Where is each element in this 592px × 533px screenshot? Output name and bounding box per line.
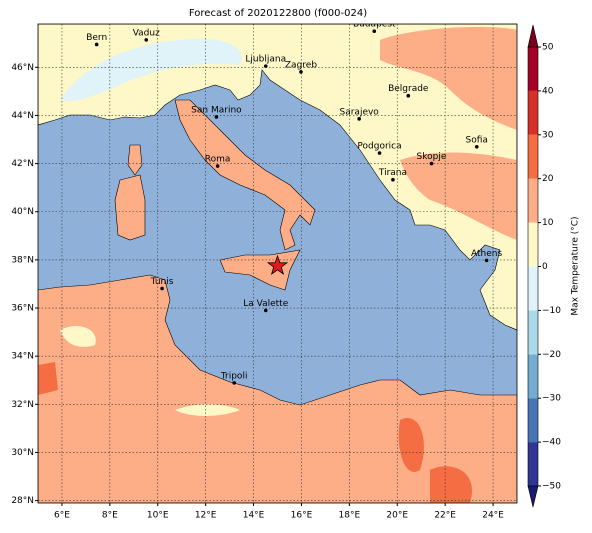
colorbar-bin [528, 310, 538, 355]
city-dot [391, 177, 395, 182]
colorbar-tick-label: 50 [542, 43, 554, 53]
colorbar-under [527, 485, 539, 508]
city-dot [94, 42, 99, 47]
city-dot [263, 308, 268, 313]
colorbar-tick-label: −20 [542, 350, 561, 360]
corsica [127, 144, 143, 176]
city-dot [484, 258, 489, 263]
city-dot [144, 38, 149, 42]
colorbar-tick-label: 0 [542, 262, 548, 272]
city-dot [160, 286, 164, 291]
sardinia [114, 174, 146, 241]
colorbar-tick-label: 30 [542, 130, 554, 140]
y-tick-label: 44°N [11, 111, 34, 121]
city-dot [474, 144, 479, 149]
colorbar-bin [528, 266, 538, 311]
city-label: Skopje [417, 152, 447, 162]
x-tick-label: 10°E [147, 511, 169, 521]
x-tick-label: 18°E [339, 511, 361, 521]
europe [38, 24, 517, 331]
y-tick-label: 32°N [11, 400, 34, 410]
colorbar-tick-label: −10 [542, 306, 561, 316]
colorbar-tick-label: 40 [542, 86, 554, 96]
warm-area [400, 152, 517, 240]
city-label: San Marino [191, 105, 242, 115]
colorbar-bin [528, 178, 538, 223]
graticule [38, 24, 517, 503]
colorbar-bin [528, 222, 538, 267]
colorbar-label: Max Temperature (°C) [571, 216, 581, 315]
axes: 6°E 8°E 10°E 12°E 14°E 16°E 18°E 20°E 22°E 24°E 28… [11, 63, 504, 521]
colorbar-bin [528, 354, 538, 399]
x-tick-label: 8°E [102, 511, 118, 521]
city-dot [214, 115, 219, 119]
colorbar-bin [528, 398, 538, 443]
city-label: Belgrade [388, 84, 429, 94]
colorbar-tick-label: −30 [542, 394, 561, 404]
x-tick-label: 14°E [243, 511, 265, 521]
city-label: Sarajevo [340, 107, 380, 117]
y-tick-label: 40°N [11, 207, 34, 217]
city-dot [357, 117, 361, 121]
italy [174, 99, 316, 251]
colorbar-tick-label: 20 [542, 174, 554, 184]
colorbar-tick-label: 10 [542, 218, 554, 228]
colorbar-tick-label: −40 [542, 438, 561, 448]
city-label: Podgorica [357, 142, 401, 152]
y-tick-label: 38°N [11, 255, 34, 265]
city-dot [377, 151, 382, 155]
city-dot [215, 164, 220, 168]
colorbar-bin [528, 134, 538, 179]
city-label: La Valette [243, 299, 288, 309]
x-tick-label: 16°E [291, 511, 313, 521]
volcano-marker [266, 254, 289, 275]
colorbar-tick-label: −50 [542, 482, 561, 492]
y-tick-label: 34°N [11, 352, 34, 362]
y-tick-label: 36°N [11, 304, 34, 314]
x-tick-label: 24°E [482, 511, 504, 521]
city-dot [406, 93, 411, 98]
city-dot [263, 64, 268, 68]
colorbar-bin [528, 90, 538, 135]
city-label: Zagreb [285, 60, 317, 70]
city-label: Budapest [353, 20, 396, 30]
map-frame [37, 23, 518, 504]
city-label: Vaduz [133, 28, 160, 38]
x-tick-label: 20°E [386, 511, 408, 521]
y-tick-label: 28°N [11, 496, 34, 506]
colorbar: −50 −40 −30 −20 −10 0 10 20 30 40 50 [527, 24, 561, 508]
cool-area [60, 325, 240, 416]
city-label: Roma [205, 155, 231, 165]
city-dot [429, 161, 434, 166]
city-label: Ljubljana [245, 55, 286, 65]
x-tick-label: 6°E [54, 511, 70, 521]
city-dot [299, 70, 303, 74]
y-tick-label: 30°N [11, 448, 34, 458]
city-label: Tunis [150, 277, 174, 287]
x-tick-label: 22°E [434, 511, 456, 521]
city-dot [372, 29, 377, 34]
map-title: Forecast of 2020122800 (f000-024) [189, 8, 367, 19]
warm-area [380, 27, 517, 130]
colorbar-bin [528, 47, 538, 91]
city-label: Tirana [378, 168, 407, 178]
cold-area [60, 38, 242, 102]
city-label: Bern [86, 33, 107, 43]
y-tick-label: 46°N [11, 63, 34, 73]
x-tick-label: 12°E [195, 511, 217, 521]
city-dot [232, 381, 236, 385]
city-label: Sofia [466, 135, 488, 145]
y-tick-label: 42°N [11, 159, 34, 169]
colorbar-over [527, 24, 539, 48]
colorbar-bin [528, 442, 538, 486]
city-label: Tripoli [220, 371, 248, 381]
city-label: Athens [471, 249, 502, 259]
